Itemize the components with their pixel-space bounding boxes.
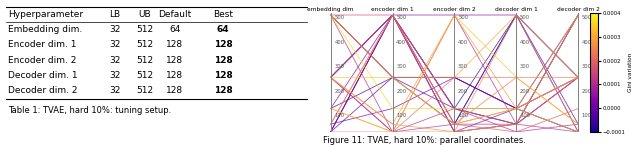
Text: Hyperparameter: Hyperparameter (8, 10, 83, 19)
Text: 300: 300 (396, 64, 406, 69)
Text: 64: 64 (217, 25, 229, 34)
Text: Encoder dim. 2: Encoder dim. 2 (8, 56, 76, 65)
Text: 128: 128 (166, 86, 184, 95)
Text: 400: 400 (458, 40, 468, 45)
Text: 512: 512 (136, 40, 154, 49)
Text: embedding dim: embedding dim (307, 7, 354, 12)
Text: 300: 300 (520, 64, 530, 69)
Text: 32: 32 (109, 71, 120, 80)
Text: 100: 100 (334, 113, 344, 118)
Text: 100: 100 (520, 113, 530, 118)
Text: 128: 128 (214, 40, 232, 49)
Text: 100: 100 (396, 113, 406, 118)
Text: 512: 512 (136, 86, 154, 95)
Text: 500: 500 (520, 15, 530, 20)
Text: 32: 32 (109, 40, 120, 49)
Text: 128: 128 (214, 71, 232, 80)
Text: 128: 128 (166, 56, 184, 65)
Text: 100: 100 (458, 113, 468, 118)
Text: 128: 128 (214, 86, 232, 95)
Text: 128: 128 (166, 71, 184, 80)
Text: Decoder dim. 2: Decoder dim. 2 (8, 86, 77, 95)
Text: Embedding dim.: Embedding dim. (8, 25, 82, 34)
Text: 300: 300 (458, 64, 468, 69)
Text: 200: 200 (458, 88, 468, 94)
Text: 400: 400 (582, 40, 592, 45)
Text: LB: LB (109, 10, 120, 19)
Text: 512: 512 (136, 56, 154, 65)
Text: 500: 500 (458, 15, 468, 20)
Text: 64: 64 (169, 25, 180, 34)
Text: UB: UB (138, 10, 151, 19)
Text: 200: 200 (582, 88, 592, 94)
Text: 500: 500 (396, 15, 406, 20)
Text: 300: 300 (334, 64, 344, 69)
Y-axis label: Gini variation: Gini variation (628, 53, 633, 92)
Text: Default: Default (158, 10, 191, 19)
Text: 128: 128 (166, 40, 184, 49)
Text: Best: Best (213, 10, 233, 19)
Text: 400: 400 (334, 40, 344, 45)
Text: 400: 400 (520, 40, 530, 45)
Text: encoder dim 1: encoder dim 1 (371, 7, 414, 12)
Text: 32: 32 (109, 56, 120, 65)
Text: 512: 512 (136, 25, 154, 34)
Text: 200: 200 (334, 88, 344, 94)
Text: decoder dim 2: decoder dim 2 (557, 7, 600, 12)
Text: 400: 400 (396, 40, 406, 45)
Text: 200: 200 (520, 88, 530, 94)
Text: 500: 500 (582, 15, 592, 20)
Text: 200: 200 (396, 88, 406, 94)
Text: 32: 32 (109, 86, 120, 95)
Text: decoder dim 1: decoder dim 1 (495, 7, 538, 12)
Text: Figure 11: TVAE, hard 10%: parallel coordinates.: Figure 11: TVAE, hard 10%: parallel coor… (323, 136, 526, 145)
Text: 32: 32 (109, 25, 120, 34)
Text: 512: 512 (136, 71, 154, 80)
Text: 500: 500 (334, 15, 344, 20)
Text: 128: 128 (214, 56, 232, 65)
Text: Encoder dim. 1: Encoder dim. 1 (8, 40, 76, 49)
Text: Decoder dim. 1: Decoder dim. 1 (8, 71, 77, 80)
Text: Table 1: TVAE, hard 10%: tuning setup.: Table 1: TVAE, hard 10%: tuning setup. (8, 106, 171, 115)
Text: encoder dim 2: encoder dim 2 (433, 7, 476, 12)
Text: 300: 300 (582, 64, 592, 69)
Text: 100: 100 (582, 113, 592, 118)
